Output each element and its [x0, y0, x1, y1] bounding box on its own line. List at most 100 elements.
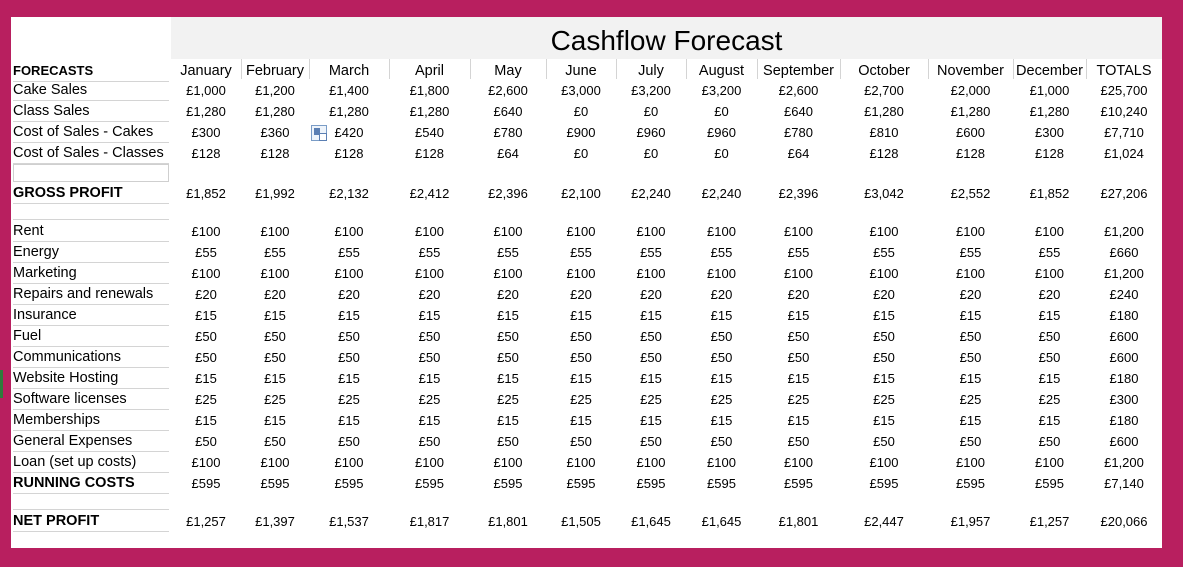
value-cell[interactable]: £0 [643, 146, 659, 161]
value-cell[interactable]: £20 [497, 287, 519, 302]
value-cell[interactable]: £100 [784, 224, 813, 239]
value-cell[interactable]: £595 [260, 476, 290, 491]
value-cell[interactable]: £100 [334, 224, 364, 239]
value-cell[interactable]: £20,066 [1100, 514, 1148, 529]
value-cell[interactable]: £64 [497, 146, 519, 161]
value-cell[interactable]: £540 [415, 125, 444, 140]
value-cell[interactable]: £50 [640, 350, 662, 365]
value-cell[interactable]: £1,400 [329, 83, 369, 98]
month-header-december[interactable]: December [1016, 63, 1083, 79]
value-cell[interactable]: £2,396 [778, 186, 819, 201]
value-cell[interactable]: £100 [260, 266, 290, 281]
month-header-june[interactable]: June [565, 63, 597, 79]
empty-label-cell[interactable] [13, 202, 169, 220]
value-cell[interactable]: £1,801 [488, 514, 528, 529]
value-cell[interactable]: £55 [570, 245, 592, 260]
value-cell[interactable]: £1,280 [329, 104, 369, 119]
value-cell[interactable]: £1,645 [631, 514, 671, 529]
value-cell[interactable]: £20 [1038, 287, 1061, 302]
empty-label-cell[interactable] [13, 164, 169, 182]
value-cell[interactable]: £100 [566, 224, 596, 239]
value-cell[interactable]: £128 [869, 146, 899, 161]
row-label[interactable]: Communications [13, 347, 169, 368]
value-cell[interactable]: £15 [787, 308, 810, 323]
value-cell[interactable]: £1,280 [409, 104, 450, 119]
row-label[interactable]: RUNNING COSTS [13, 473, 169, 494]
row-label[interactable]: NET PROFIT [13, 511, 169, 532]
value-cell[interactable]: £360 [260, 125, 290, 140]
value-cell[interactable]: £780 [784, 125, 813, 140]
value-cell[interactable]: £15 [338, 308, 360, 323]
blank-cell[interactable] [11, 17, 171, 59]
value-cell[interactable]: £3,000 [561, 83, 601, 98]
value-cell[interactable]: £300 [1035, 125, 1064, 140]
value-cell[interactable]: £1,280 [864, 104, 904, 119]
value-cell[interactable]: £25 [640, 392, 662, 407]
value-cell[interactable]: £595 [566, 476, 596, 491]
value-cell[interactable]: £1,000 [1029, 83, 1070, 98]
value-cell[interactable]: £50 [264, 350, 286, 365]
value-cell[interactable]: £100 [566, 266, 596, 281]
value-cell[interactable]: £600 [1109, 329, 1139, 344]
row-label[interactable]: Energy [13, 242, 169, 263]
value-cell[interactable]: £100 [956, 224, 985, 239]
value-cell[interactable]: £128 [334, 146, 364, 161]
value-cell[interactable]: £1,852 [1029, 186, 1070, 201]
value-cell[interactable]: £7,140 [1104, 476, 1144, 491]
value-cell[interactable]: £1,200 [1104, 455, 1144, 470]
value-cell[interactable]: £55 [787, 245, 810, 260]
value-cell[interactable]: £595 [415, 476, 444, 491]
month-header-october[interactable]: October [858, 63, 910, 79]
value-cell[interactable]: £15 [1038, 413, 1061, 428]
value-cell[interactable]: £20 [873, 287, 895, 302]
value-cell[interactable]: £15 [497, 308, 519, 323]
value-cell[interactable]: £15 [195, 308, 217, 323]
value-cell[interactable]: £7,710 [1104, 125, 1144, 140]
row-label[interactable]: Insurance [13, 305, 169, 326]
value-cell[interactable]: £2,240 [631, 186, 671, 201]
value-cell[interactable]: £640 [493, 104, 523, 119]
value-cell[interactable]: £128 [191, 146, 221, 161]
value-cell[interactable]: £55 [873, 245, 895, 260]
value-cell[interactable]: £15 [264, 308, 286, 323]
value-cell[interactable]: £2,552 [950, 186, 991, 201]
value-cell[interactable]: £15 [497, 413, 519, 428]
value-cell[interactable]: £1,852 [186, 186, 226, 201]
value-cell[interactable]: £595 [707, 476, 736, 491]
value-cell[interactable]: £50 [570, 350, 592, 365]
sheet-title[interactable]: Cashflow Forecast [550, 25, 783, 56]
value-cell[interactable]: £15 [418, 308, 441, 323]
value-cell[interactable]: £50 [338, 350, 360, 365]
row-label[interactable]: Class Sales [13, 101, 169, 122]
paste-options-icon[interactable] [311, 125, 327, 141]
value-cell[interactable]: £50 [873, 329, 895, 344]
value-cell[interactable]: £1,200 [1104, 266, 1144, 281]
value-cell[interactable]: £100 [707, 224, 736, 239]
value-cell[interactable]: £1,645 [701, 514, 742, 529]
value-cell[interactable]: £2,132 [329, 186, 369, 201]
value-cell[interactable]: £15 [873, 308, 895, 323]
value-cell[interactable]: £50 [640, 434, 662, 449]
value-cell[interactable]: £595 [784, 476, 813, 491]
value-cell[interactable]: £25 [1038, 392, 1061, 407]
value-cell[interactable]: £50 [264, 434, 286, 449]
value-cell[interactable]: £1,280 [1029, 104, 1070, 119]
value-cell[interactable]: £600 [956, 125, 985, 140]
value-cell[interactable]: £128 [260, 146, 290, 161]
value-cell[interactable]: £595 [493, 476, 523, 491]
value-cell[interactable]: £50 [418, 434, 441, 449]
value-cell[interactable]: £55 [338, 245, 360, 260]
value-cell[interactable]: £2,447 [864, 514, 904, 529]
value-cell[interactable]: £50 [497, 434, 519, 449]
value-cell[interactable]: £25 [418, 392, 441, 407]
value-cell[interactable]: £15 [195, 413, 217, 428]
value-cell[interactable]: £50 [195, 434, 217, 449]
row-label[interactable]: GROSS PROFIT [13, 183, 169, 204]
month-header-april[interactable]: April [414, 63, 444, 79]
row-label[interactable]: Memberships [13, 410, 169, 431]
value-cell[interactable]: £15 [873, 371, 895, 386]
value-cell[interactable]: £1,200 [1104, 224, 1144, 239]
value-cell[interactable]: £1,024 [1104, 146, 1144, 161]
value-cell[interactable]: £100 [869, 266, 899, 281]
value-cell[interactable]: £15 [264, 413, 286, 428]
